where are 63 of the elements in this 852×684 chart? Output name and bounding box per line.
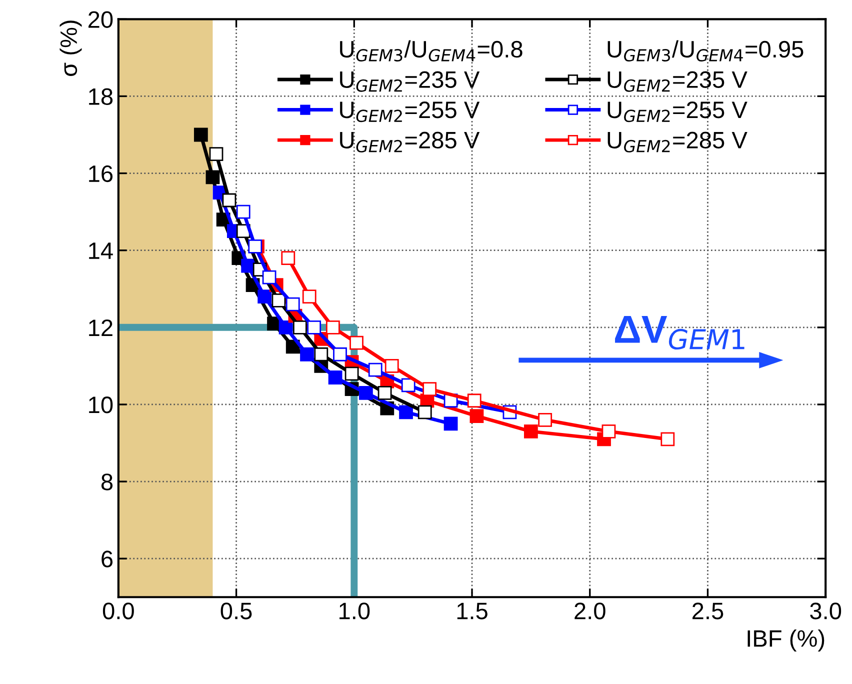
point: [470, 409, 484, 423]
y-axis-title: σ (%): [60, 20, 82, 76]
x-tick-label: 0.0: [102, 602, 134, 620]
point: [602, 424, 616, 438]
point: [401, 378, 416, 392]
legend-label: U$_{GEM2}$=285 V: [340, 132, 480, 152]
point: [258, 290, 272, 304]
point: [333, 347, 347, 362]
y-tick-label: 10: [89, 396, 113, 414]
point: [378, 386, 392, 400]
point: [422, 382, 437, 396]
x-tick-label: 3.0: [810, 602, 842, 620]
point: [194, 128, 208, 142]
x-axis-title: IBF (%): [748, 630, 824, 652]
y-tick-label: 20: [88, 11, 113, 28]
point: [292, 320, 307, 334]
point: [262, 270, 276, 284]
x-tick-label: 1.5: [457, 602, 488, 620]
point: [307, 320, 322, 334]
legend-label: U$_{GEM2}$=235 V: [340, 71, 480, 92]
x-tick-label: 2.5: [692, 602, 724, 620]
point: [538, 412, 552, 427]
y-tick-label: 18: [89, 88, 113, 106]
point: [222, 193, 236, 208]
legend-label: U$_{GEM2}$=285 V: [608, 132, 748, 152]
point: [209, 147, 224, 161]
point: [384, 358, 399, 373]
point: [286, 297, 300, 312]
point: [344, 366, 359, 381]
point: [368, 362, 382, 377]
point: [281, 251, 296, 265]
point: [399, 405, 413, 420]
point: [350, 336, 364, 350]
point: [314, 347, 328, 362]
legend-label: U$_{GEM2}$=255 V: [608, 102, 748, 122]
point: [326, 320, 340, 334]
point: [418, 405, 432, 420]
point: [358, 386, 373, 400]
point: [272, 293, 286, 308]
x-tick-label: 2.0: [574, 602, 606, 620]
point: [206, 170, 220, 184]
y-tick-label: 14: [89, 242, 113, 259]
point: [467, 394, 482, 408]
annotation: U$_{GEM3}$/U$_{GEM4}$=0.95: [608, 40, 804, 62]
legend-label: U$_{GEM2}$=255 V: [340, 102, 480, 122]
legend-label: U$_{GEM2}$=235 V: [608, 71, 748, 92]
annotation: U$_{GEM3}$/U$_{GEM4}$=0.8: [340, 40, 522, 62]
point: [236, 204, 250, 219]
y-tick-label: 8: [101, 474, 113, 490]
point: [524, 424, 538, 438]
x-tick-label: 0.5: [220, 602, 252, 620]
point: [278, 320, 293, 334]
point: [302, 290, 316, 304]
point: [328, 370, 342, 384]
y-tick-label: 16: [89, 165, 113, 182]
point: [248, 240, 262, 254]
point: [660, 432, 675, 446]
x-tick-label: 1.0: [340, 602, 370, 620]
y-tick-label: 12: [89, 319, 112, 336]
annotation: ΔV$_{GEM1}$: [615, 316, 744, 350]
y-tick-label: 6: [102, 550, 113, 568]
point: [300, 347, 314, 362]
point: [444, 416, 458, 431]
